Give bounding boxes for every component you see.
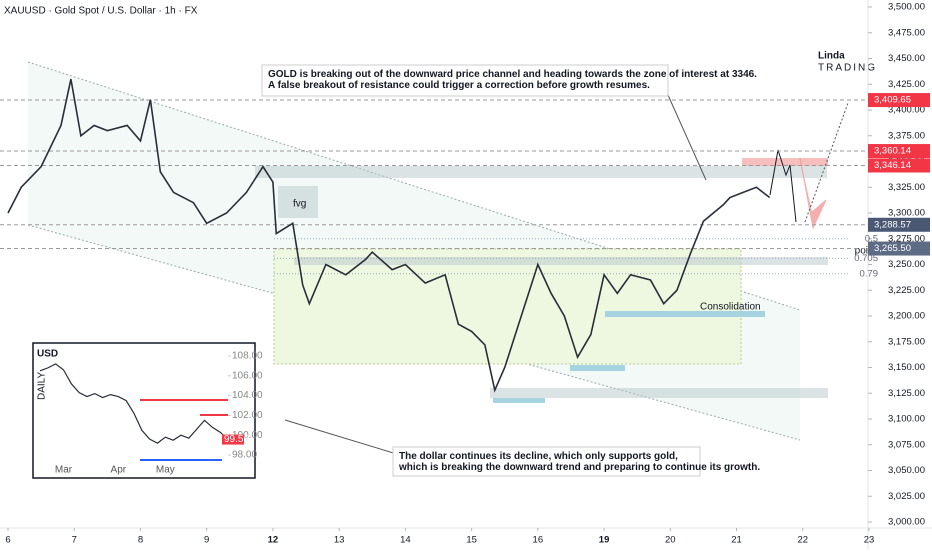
x-tick-label: 12	[268, 535, 279, 546]
x-tick-label: 22	[797, 535, 808, 546]
inset-y-label: 104.00	[232, 390, 263, 401]
consolidation-zone	[605, 311, 765, 317]
price-tag	[868, 241, 930, 256]
inset-y-label: 100.00	[232, 430, 263, 441]
low-zone	[490, 388, 828, 398]
correction-arrow	[799, 157, 827, 230]
y-tick-label: 3,275.00	[888, 233, 925, 244]
price-tag-label: 3,360.14	[874, 146, 911, 157]
y-tick-label: 3,125.00	[888, 388, 925, 399]
fib-label: 0.705	[854, 253, 878, 264]
y-tick-label: 3,325.00	[888, 182, 925, 193]
annotation: The dollar continues its decline, which …	[398, 451, 760, 473]
annotation: GOLD is breaking out of the downward pri…	[268, 69, 757, 91]
annotation-box	[261, 64, 669, 97]
x-tick-label: 6	[5, 535, 10, 546]
x-tick-label: 15	[466, 535, 477, 546]
y-tick-label: 3,225.00	[888, 285, 925, 296]
x-tick-label: 14	[400, 535, 411, 546]
range-box	[273, 248, 742, 365]
low-tag	[493, 398, 545, 403]
annotation-box	[392, 446, 701, 477]
x-tick-label: 21	[731, 535, 742, 546]
y-tick-label: 3,025.00	[888, 491, 925, 502]
fvg-zone	[278, 186, 318, 218]
y-tick-label: 3,500.00	[888, 2, 925, 13]
y-tick-label: 3,475.00	[888, 27, 925, 38]
y-tick-label: 3,375.00	[888, 130, 925, 141]
y-tick-label: 3,050.00	[888, 465, 925, 476]
zone-label: poi	[855, 246, 868, 257]
y-tick-label: 3,000.00	[888, 517, 925, 528]
growth-arrow	[804, 102, 849, 223]
inset-tag	[222, 434, 244, 445]
y-tick-label: 3,400.00	[888, 105, 925, 116]
y-tick-label: 3,300.00	[888, 208, 925, 219]
inset	[32, 342, 256, 479]
y-tick-label: 3,200.00	[888, 311, 925, 322]
support-zone	[570, 365, 625, 371]
y-tick-label: 3,100.00	[888, 414, 925, 425]
x-tick-label: 8	[138, 535, 143, 546]
fib-label: 0.79	[860, 268, 879, 279]
x-tick-label: 20	[665, 535, 676, 546]
inset-x-label: May	[156, 465, 175, 476]
inset-title: USD	[37, 349, 58, 360]
inset-line	[39, 363, 229, 444]
y-tick-label: 3,450.00	[888, 53, 925, 64]
resistance-zone	[255, 166, 827, 178]
y-tick-label: 3,425.00	[888, 79, 925, 90]
x-tick-label: 13	[334, 535, 345, 546]
channel-top	[27, 61, 801, 311]
inset-subtitle: DAILY	[37, 372, 48, 400]
inset-y-label: 98.00	[232, 450, 257, 461]
price-line	[7, 78, 771, 393]
logo: Linda	[818, 51, 845, 62]
price-tag-label: 3,346.14	[874, 160, 911, 171]
price-tag	[868, 93, 930, 108]
x-tick-label: 19	[599, 535, 610, 546]
x-tick-label: 7	[72, 535, 77, 546]
fib-label: 0.5	[865, 233, 878, 244]
price-tag	[868, 158, 930, 173]
x-tick-label: 23	[864, 535, 875, 546]
x-tick-label: 16	[533, 535, 544, 546]
poi-zone	[294, 257, 828, 265]
callout-line	[667, 94, 707, 181]
logo-sub: TRADING	[818, 63, 877, 74]
inset-y-label: 102.00	[232, 410, 263, 421]
target-zone	[742, 158, 828, 166]
inset-x-label: Apr	[111, 465, 127, 476]
chart-title: XAUUSD · Gold Spot / U.S. Dollar · 1h · …	[4, 6, 198, 17]
zone-label: Consolidation	[700, 302, 761, 313]
y-tick-label: 3,175.00	[888, 336, 925, 347]
price-tag-label: 3,265.50	[874, 243, 911, 254]
price-tag-label: 3,409.65	[874, 95, 911, 106]
y-tick-label: 3,075.00	[888, 439, 925, 450]
y-tick-label: 3,250.00	[888, 259, 925, 270]
projection	[769, 149, 797, 223]
zone-label: fvg	[293, 199, 306, 210]
callout-line	[284, 419, 401, 456]
price-tag-label: 3,288.57	[874, 219, 911, 230]
price-tag	[868, 217, 930, 232]
inset-x-label: Mar	[55, 465, 73, 476]
inset-tag-label: 99.56	[224, 434, 249, 445]
x-tick-label: 9	[204, 535, 209, 546]
price-tag	[868, 144, 930, 159]
inset-y-label: 106.00	[232, 370, 263, 381]
y-tick-label: 3,150.00	[888, 362, 925, 373]
inset-y-label: 108.00	[232, 351, 263, 362]
